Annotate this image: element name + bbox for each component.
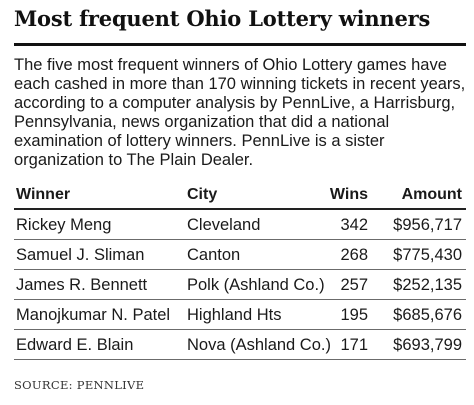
cell-winner: Samuel J. Sliman [16, 246, 145, 264]
winners-table: Winner City Wins Amount Rickey Meng Clev… [14, 184, 466, 360]
cell-city: Highland Hts [187, 306, 282, 324]
header-city: City [187, 186, 218, 203]
table-row: Samuel J. Sliman Canton 268 $775,430 [14, 240, 466, 270]
cell-amount: $685,676 [393, 306, 462, 324]
cell-wins: 171 [340, 336, 368, 354]
header-wins: Wins [329, 186, 368, 203]
intro-text: The five most frequent winners of Ohio L… [14, 56, 466, 169]
cell-winner: Edward E. Blain [16, 336, 134, 354]
cell-amount: $775,430 [393, 246, 462, 264]
table-row: Manojkumar N. Patel Highland Hts 195 $68… [14, 300, 466, 330]
cell-wins: 268 [340, 246, 368, 264]
table-row: Edward E. Blain Nova (Ashland Co.) 171 $… [14, 330, 466, 360]
cell-city: Polk (Ashland Co.) [187, 276, 325, 294]
cell-wins: 257 [340, 276, 368, 294]
cell-amount: $956,717 [393, 216, 462, 234]
cell-winner: Rickey Meng [16, 216, 112, 234]
chart-title: Most frequent Ohio Lottery winners [14, 6, 431, 31]
cell-wins: 342 [340, 216, 368, 234]
table-row: James R. Bennett Polk (Ashland Co.) 257 … [14, 270, 466, 300]
cell-wins: 195 [340, 306, 368, 324]
header-winner: Winner [16, 186, 71, 203]
cell-city: Cleveland [187, 216, 261, 234]
cell-city: Nova (Ashland Co.) [187, 336, 331, 354]
cell-winner: Manojkumar N. Patel [16, 306, 171, 324]
cell-amount: $252,135 [393, 276, 462, 294]
title-rule [14, 43, 466, 46]
header-amount: Amount [401, 186, 462, 203]
cell-winner: James R. Bennett [16, 276, 148, 294]
table-header-row: Winner City Wins Amount [14, 184, 466, 210]
cell-amount: $693,799 [393, 336, 462, 354]
table-row: Rickey Meng Cleveland 342 $956,717 [14, 210, 466, 240]
cell-city: Canton [187, 246, 241, 264]
source-note: SOURCE: PENNLIVE [14, 378, 145, 392]
